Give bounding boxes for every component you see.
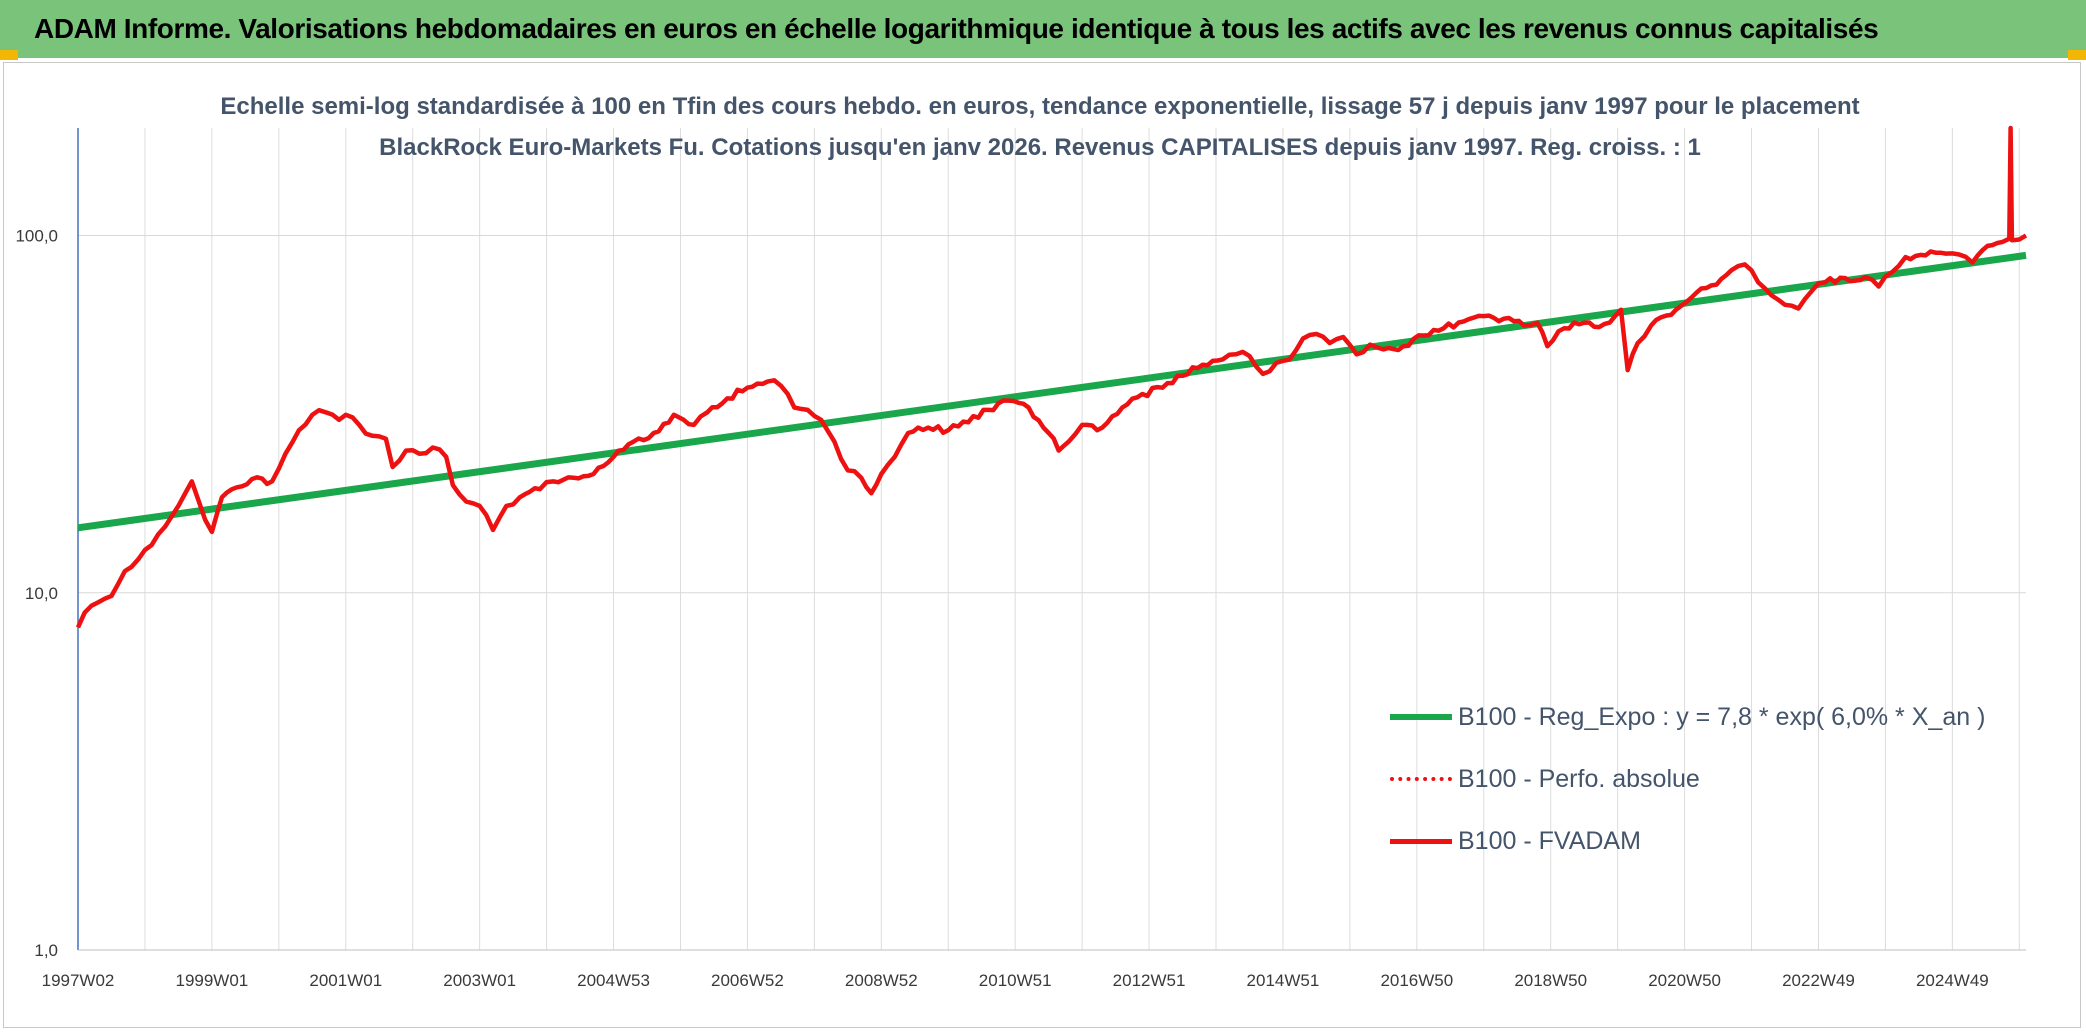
vertical-gridlines — [144, 128, 2020, 950]
x-tick-label: 2006W52 — [711, 971, 784, 990]
y-tick-label: 100,0 — [15, 227, 58, 246]
series-fvadam-line — [75, 125, 2028, 629]
y-tick-labels: 1,0 10,0 100,0 — [15, 227, 58, 960]
x-tick-label: 2001W01 — [309, 971, 382, 990]
y-tick-label: 10,0 — [25, 584, 58, 603]
x-tick-label: 2004W53 — [577, 971, 650, 990]
x-tick-label: 2020W50 — [1648, 971, 1721, 990]
chart-axes — [77, 128, 2026, 951]
x-tick-labels: 1997W02 1999W01 2001W01 2003W01 2004W53 2006W… — [42, 971, 1989, 990]
x-tick-label: 2010W51 — [979, 971, 1052, 990]
legend-swatch-perfo — [1390, 777, 1452, 781]
series-layer — [75, 125, 2028, 629]
chart-title: Echelle semi-log standardisée à 100 en T… — [220, 93, 1860, 161]
legend-item-perfo: B100 - Perfo. absolue — [1390, 748, 1985, 810]
x-tick-label: 2008W52 — [845, 971, 918, 990]
x-tick-label: 1999W01 — [175, 971, 248, 990]
x-tick-label: 2012W51 — [1113, 971, 1186, 990]
y-tick-label: 1,0 — [34, 941, 58, 960]
report-title: ADAM Informe. Valorisations hebdomadaire… — [34, 13, 1879, 44]
legend-label-perfo: B100 - Perfo. absolue — [1458, 764, 1700, 793]
report-banner: ADAM Informe. Valorisations hebdomadaire… — [0, 0, 2086, 58]
chart-legend: B100 - Reg_Expo : y = 7,8 * exp( 6,0% * … — [1390, 686, 1985, 872]
legend-item-trend: B100 - Reg_Expo : y = 7,8 * exp( 6,0% * … — [1390, 686, 1985, 748]
x-tick-label: 2022W49 — [1782, 971, 1855, 990]
x-tick-label: 2003W01 — [443, 971, 516, 990]
series-trend-line — [77, 251, 2027, 532]
corner-mark-top-right — [2068, 50, 2086, 60]
x-tick-label: 2014W51 — [1247, 971, 1320, 990]
legend-label-fvadam: B100 - FVADAM — [1458, 826, 1641, 855]
legend-swatch-fvadam — [1390, 838, 1452, 844]
corner-mark-top-left — [0, 50, 18, 60]
legend-label-trend: B100 - Reg_Expo : y = 7,8 * exp( 6,0% * … — [1458, 702, 1986, 731]
x-tick-label: 2018W50 — [1514, 971, 1587, 990]
legend-swatch-trend — [1390, 714, 1452, 720]
chart-frame — [3, 62, 2081, 1028]
x-tick-label: 1997W02 — [42, 971, 115, 990]
x-tick-label: 2016W50 — [1380, 971, 1453, 990]
x-tick-label: 2024W49 — [1916, 971, 1989, 990]
legend-item-fvadam: B100 - FVADAM — [1390, 810, 1985, 872]
